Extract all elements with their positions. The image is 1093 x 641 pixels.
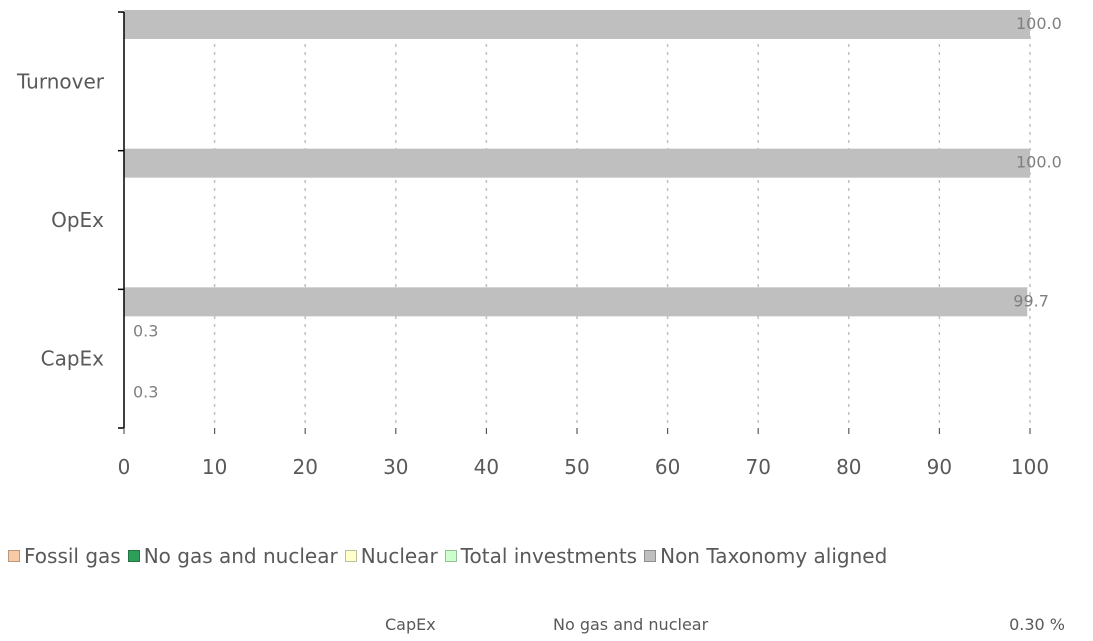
chart-legend: Fossil gas No gas and nuclear Nuclear To… <box>8 541 894 571</box>
legend-label-fossil-gas: Fossil gas <box>24 544 121 568</box>
legend-item-non-taxonomy-aligned[interactable]: Non Taxonomy aligned <box>644 544 887 568</box>
x-tick-label-90: 90 <box>927 455 952 479</box>
legend-item-total-investments[interactable]: Total investments <box>444 544 638 568</box>
legend-item-nuclear[interactable]: Nuclear <box>344 544 438 568</box>
legend-item-fossil-gas[interactable]: Fossil gas <box>8 544 121 568</box>
x-tick-label-10: 10 <box>202 455 227 479</box>
x-tick-label-80: 80 <box>836 455 861 479</box>
legend-swatch-non-taxonomy-aligned <box>644 550 657 562</box>
tooltip-category: CapEx <box>385 615 436 634</box>
legend-swatch-nuclear <box>344 550 357 562</box>
x-tick-label-40: 40 <box>474 455 499 479</box>
data-label-turnover-non-taxonomy-aligned: 100.0 <box>1016 14 1062 33</box>
category-label-capex: CapEx <box>41 347 105 371</box>
legend-swatch-no-gas-and-nuclear <box>127 550 140 562</box>
data-label-opex-non-taxonomy-aligned: 100.0 <box>1016 153 1062 172</box>
legend-label-non-taxonomy-aligned: Non Taxonomy aligned <box>660 544 888 568</box>
legend-label-nuclear: Nuclear <box>360 544 438 568</box>
x-tick-label-30: 30 <box>383 455 408 479</box>
legend-item-no-gas-and-nuclear[interactable]: No gas and nuclear <box>127 544 338 568</box>
bar-opex-non-taxonomy-aligned[interactable] <box>124 148 1030 178</box>
x-tick-label-50: 50 <box>564 455 589 479</box>
data-label-capex-small-1: 0.3 <box>133 382 158 401</box>
tooltip-value-unit: 0.30 % <box>1009 615 1065 639</box>
tooltip-unit: % <box>1049 615 1065 634</box>
bar-capex-non-taxonomy-aligned[interactable] <box>124 287 1028 317</box>
tooltip-value: 0.30 <box>1009 615 1045 634</box>
category-label-opex: OpEx <box>51 208 104 232</box>
legend-swatch-fossil-gas <box>8 550 20 562</box>
category-label-turnover: Turnover <box>16 69 105 93</box>
x-tick-label-0: 0 <box>118 455 131 479</box>
legend-label-total-investments: Total investments <box>460 544 638 568</box>
x-tick-label-100: 100 <box>1011 455 1049 479</box>
data-label-capex-non-taxonomy-aligned: 99.7 <box>1013 291 1049 310</box>
x-tick-label-20: 20 <box>292 455 317 479</box>
legend-label-no-gas-and-nuclear: No gas and nuclear <box>143 544 338 568</box>
x-tick-label-60: 60 <box>655 455 680 479</box>
taxonomy-bar-chart: 100.0 Turnover 100.0 OpEx 99.7 0.3 0.3 CapEx 0 10… <box>16 10 1062 479</box>
data-label-capex-small-0: 0.3 <box>133 321 158 340</box>
legend-swatch-total-investments <box>444 550 457 562</box>
bar-turnover-non-taxonomy-aligned[interactable] <box>124 10 1030 39</box>
x-tick-label-70: 70 <box>745 455 770 479</box>
tooltip-series: No gas and nuclear <box>553 615 709 634</box>
